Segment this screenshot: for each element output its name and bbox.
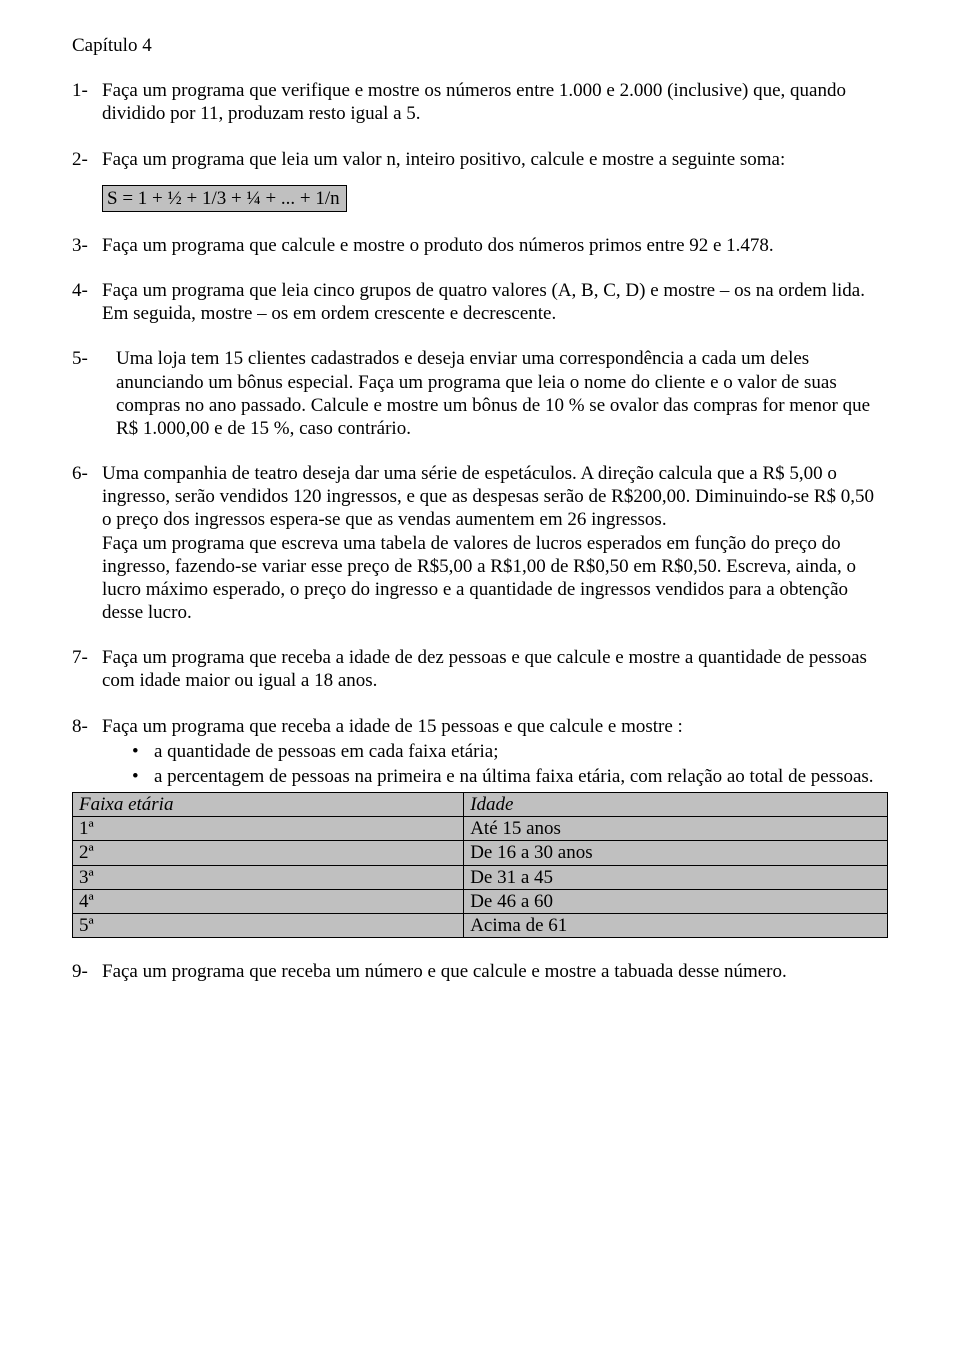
formula-box: S = 1 + ½ + 1/3 + ¼ + ... + 1/n [102, 185, 347, 212]
exercise-7: 7- Faça um programa que receba a idade d… [72, 646, 888, 692]
exercise-5: 5- Uma loja tem 15 clientes cadastrados … [72, 347, 888, 440]
exercise-number: 5- [72, 347, 116, 440]
table-row: 2ª De 16 a 30 anos [73, 841, 888, 865]
table-cell: De 31 a 45 [464, 865, 888, 889]
bullet-item: a quantidade de pessoas em cada faixa et… [132, 740, 888, 763]
exercise-number: 1- [72, 79, 102, 125]
table-cell: 4ª [73, 889, 464, 913]
table-row: 3ª De 31 a 45 [73, 865, 888, 889]
table-header-cell: Faixa etária [73, 793, 464, 817]
table-cell: Acima de 61 [464, 913, 888, 937]
exercise-2: 2- Faça um programa que leia um valor n,… [72, 148, 888, 212]
exercise-body: Faça um programa que leia um valor n, in… [102, 148, 888, 212]
table-row: 5ª Acima de 61 [73, 913, 888, 937]
exercise-4: 4- Faça um programa que leia cinco grupo… [72, 279, 888, 325]
chapter-title: Capítulo 4 [72, 34, 888, 57]
exercise-number: 9- [72, 960, 102, 983]
age-range-table: Faixa etária Idade 1ª Até 15 anos 2ª De … [72, 792, 888, 938]
table-cell: 1ª [73, 817, 464, 841]
exercise-body: Uma companhia de teatro deseja dar uma s… [102, 462, 888, 624]
exercise-text: Faça um programa que leia um valor n, in… [102, 148, 888, 171]
exercise-text: Faça um programa que verifique e mostre … [102, 79, 888, 125]
exercise-number: 6- [72, 462, 102, 624]
table-row: 4ª De 46 a 60 [73, 889, 888, 913]
exercise-text: Faça um programa que leia cinco grupos d… [102, 279, 888, 325]
exercise-6: 6- Uma companhia de teatro deseja dar um… [72, 462, 888, 624]
table-header-cell: Idade [464, 793, 888, 817]
exercise-number: 4- [72, 279, 102, 325]
exercise-text: Uma loja tem 15 clientes cadastrados e d… [116, 347, 888, 440]
table-cell: 3ª [73, 865, 464, 889]
exercise-1: 1- Faça um programa que verifique e most… [72, 79, 888, 125]
exercise-3: 3- Faça um programa que calcule e mostre… [72, 234, 888, 257]
exercise-text: Faça um programa que receba a idade de 1… [102, 715, 888, 738]
table-cell: 2ª [73, 841, 464, 865]
exercise-number: 3- [72, 234, 102, 257]
exercise-text-p1: Uma companhia de teatro deseja dar uma s… [102, 462, 888, 532]
exercise-text: Faça um programa que receba a idade de d… [102, 646, 888, 692]
exercise-text: Faça um programa que calcule e mostre o … [102, 234, 888, 257]
table-cell: Até 15 anos [464, 817, 888, 841]
exercise-number: 2- [72, 148, 102, 212]
table-row: 1ª Até 15 anos [73, 817, 888, 841]
exercise-text-p2: Faça um programa que escreva uma tabela … [102, 532, 888, 625]
bullet-item: a percentagem de pessoas na primeira e n… [132, 765, 888, 788]
exercise-number: 8- [72, 715, 102, 738]
bullet-list: a quantidade de pessoas em cada faixa et… [72, 740, 888, 788]
exercise-9: 9- Faça um programa que receba um número… [72, 960, 888, 983]
table-cell: 5ª [73, 913, 464, 937]
exercise-body: Faça um programa que receba a idade de 1… [102, 715, 888, 738]
exercise-8: 8- Faça um programa que receba a idade d… [72, 715, 888, 738]
exercise-number: 7- [72, 646, 102, 692]
table-cell: De 16 a 30 anos [464, 841, 888, 865]
table-header-row: Faixa etária Idade [73, 793, 888, 817]
document-page: Capítulo 4 1- Faça um programa que verif… [0, 0, 960, 1023]
table-cell: De 46 a 60 [464, 889, 888, 913]
exercise-text: Faça um programa que receba um número e … [102, 960, 888, 983]
